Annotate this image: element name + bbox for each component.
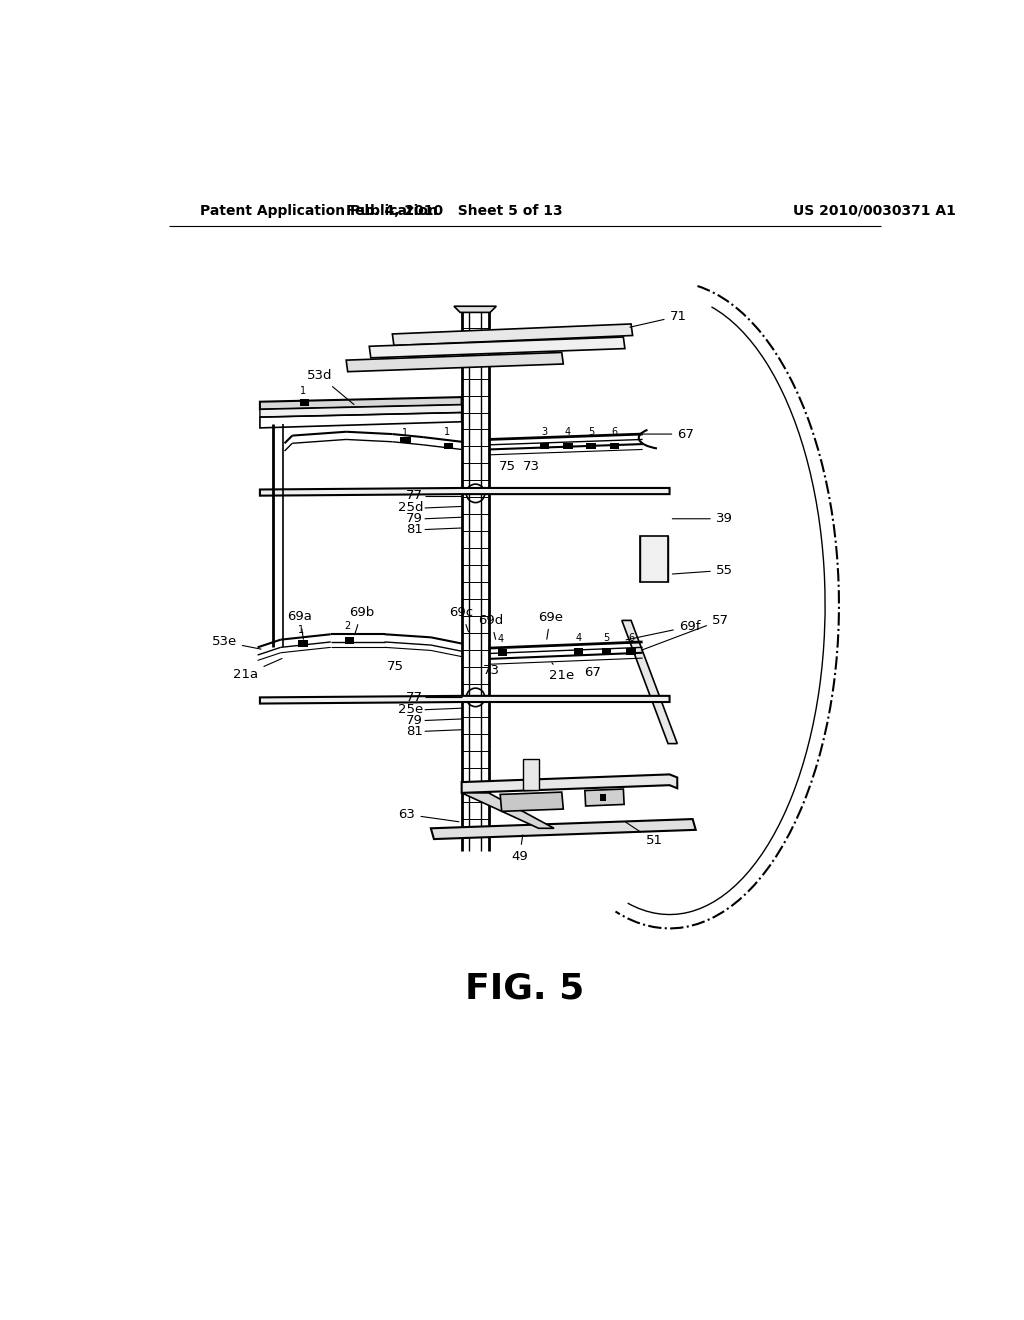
- Text: 1: 1: [444, 428, 451, 437]
- Bar: [587, 442, 596, 449]
- Text: 25d: 25d: [397, 502, 423, 515]
- Bar: [609, 442, 618, 449]
- Text: 5: 5: [588, 428, 594, 437]
- Bar: [541, 442, 550, 449]
- Text: 79: 79: [407, 714, 423, 727]
- Polygon shape: [260, 397, 462, 409]
- Polygon shape: [462, 775, 677, 793]
- Bar: [627, 648, 636, 655]
- Text: 1: 1: [402, 428, 409, 438]
- Bar: [300, 400, 309, 407]
- Polygon shape: [370, 337, 625, 358]
- Text: 4: 4: [565, 428, 571, 437]
- Bar: [444, 442, 454, 449]
- Text: 77: 77: [407, 690, 423, 704]
- Polygon shape: [260, 696, 670, 704]
- Text: 67: 67: [630, 428, 694, 441]
- Bar: [498, 649, 507, 656]
- Text: 49: 49: [511, 834, 527, 863]
- Polygon shape: [622, 620, 677, 743]
- Polygon shape: [462, 793, 554, 829]
- Polygon shape: [260, 488, 670, 496]
- Text: 81: 81: [407, 725, 423, 738]
- Text: US 2010/0030371 A1: US 2010/0030371 A1: [793, 203, 955, 218]
- Text: 69d: 69d: [478, 614, 504, 639]
- Text: 69e: 69e: [538, 611, 563, 639]
- Text: FIG. 5: FIG. 5: [465, 972, 585, 1006]
- Bar: [563, 442, 572, 449]
- Text: 53d: 53d: [306, 370, 354, 404]
- Bar: [298, 640, 307, 647]
- Text: 57: 57: [641, 614, 729, 651]
- Bar: [600, 795, 606, 800]
- Text: Feb. 4, 2010   Sheet 5 of 13: Feb. 4, 2010 Sheet 5 of 13: [346, 203, 562, 218]
- Polygon shape: [260, 405, 462, 417]
- Text: 75: 75: [387, 660, 403, 673]
- Text: 21e: 21e: [549, 663, 574, 682]
- Bar: [602, 648, 611, 655]
- Text: 5: 5: [603, 632, 609, 643]
- Polygon shape: [431, 818, 695, 840]
- Polygon shape: [523, 759, 539, 789]
- Text: 69f: 69f: [626, 620, 700, 640]
- Text: 21a: 21a: [233, 659, 282, 681]
- Bar: [345, 636, 354, 644]
- Text: 69b: 69b: [349, 606, 374, 635]
- Text: 4: 4: [575, 632, 582, 643]
- Text: 2: 2: [344, 622, 351, 631]
- Text: 79: 79: [407, 512, 423, 525]
- Text: 75: 75: [500, 459, 516, 473]
- Text: 4: 4: [498, 634, 504, 644]
- Polygon shape: [640, 536, 668, 582]
- Bar: [400, 437, 411, 444]
- Polygon shape: [585, 789, 625, 807]
- Text: 51: 51: [626, 822, 663, 847]
- Text: 69a: 69a: [288, 610, 312, 639]
- Text: 1: 1: [300, 385, 306, 396]
- Text: 67: 67: [584, 667, 601, 680]
- Text: 63: 63: [398, 808, 459, 822]
- Polygon shape: [500, 792, 563, 812]
- Text: 69c: 69c: [450, 606, 474, 632]
- Polygon shape: [454, 306, 497, 313]
- Text: 1: 1: [298, 626, 304, 635]
- Polygon shape: [346, 352, 563, 372]
- Text: 81: 81: [407, 523, 423, 536]
- Text: 73: 73: [482, 664, 500, 677]
- Text: 39: 39: [673, 512, 732, 525]
- Text: Patent Application Publication: Patent Application Publication: [200, 203, 437, 218]
- Text: 55: 55: [673, 564, 733, 577]
- Text: 77: 77: [407, 490, 423, 502]
- Text: 71: 71: [630, 310, 686, 327]
- Text: 25e: 25e: [398, 704, 423, 717]
- Text: 73: 73: [522, 459, 540, 473]
- Text: 53e: 53e: [212, 635, 261, 649]
- Text: 6: 6: [628, 632, 634, 643]
- Text: 6: 6: [611, 428, 617, 437]
- Bar: [574, 648, 584, 655]
- Text: 3: 3: [542, 428, 548, 437]
- Polygon shape: [392, 323, 633, 346]
